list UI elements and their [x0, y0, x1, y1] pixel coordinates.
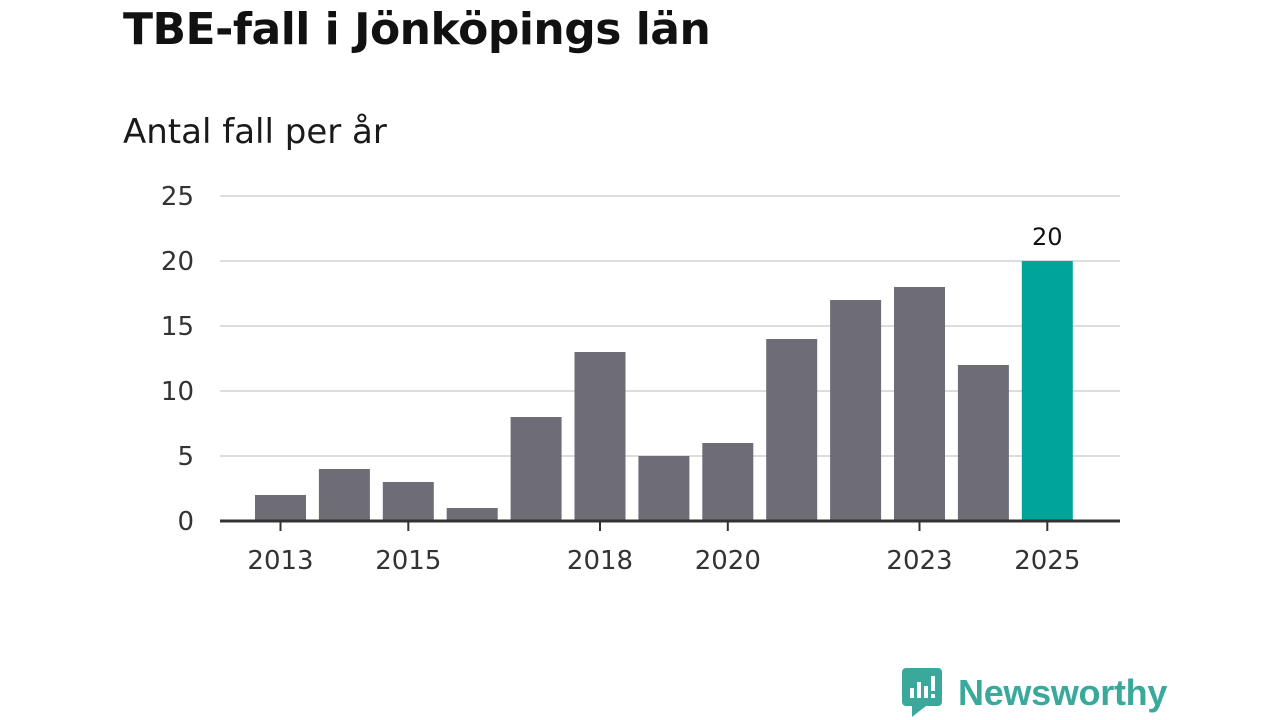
bar-2025 — [1021, 261, 1073, 521]
x-tick-label-2025: 2025 — [1014, 546, 1080, 576]
bar-2014 — [318, 469, 370, 521]
data-labels: 20 — [1032, 223, 1063, 251]
y-tick-label-20: 20 — [161, 247, 194, 277]
bar-2023 — [894, 287, 945, 521]
bar-2022 — [830, 300, 882, 521]
bar-2021 — [766, 339, 818, 521]
y-tick-label-10: 10 — [161, 377, 194, 407]
bar-2018 — [574, 352, 626, 521]
y-tick-label-25: 25 — [161, 182, 194, 212]
y-axis-ticks: 0 5 10 15 20 25 — [161, 182, 194, 537]
bar-2024 — [957, 365, 1009, 521]
data-label-2025: 20 — [1032, 223, 1063, 251]
chart-title: TBE-fall i Jönköpings län — [123, 4, 711, 55]
bar-2015 — [382, 482, 434, 521]
x-tick-label-2020: 2020 — [695, 546, 761, 576]
brand-name: Newsworthy — [958, 672, 1168, 713]
newsworthy-logo-icon — [902, 668, 942, 717]
bar-2019 — [638, 456, 690, 521]
bar-2017 — [510, 417, 562, 521]
newsworthy-logo: Newsworthy — [902, 668, 1167, 718]
x-tick-label-2015: 2015 — [375, 546, 441, 576]
y-tick-label-5: 5 — [177, 442, 194, 472]
bars — [255, 261, 1073, 521]
bar-2020 — [702, 443, 754, 521]
chart-subtitle: Antal fall per år — [123, 112, 387, 152]
x-tick-label-2013: 2013 — [247, 546, 313, 576]
x-axis-ticks: 2013 2015 2018 2020 2023 2025 — [247, 521, 1080, 576]
bar-2016 — [446, 508, 498, 521]
x-tick-label-2023: 2023 — [886, 546, 952, 576]
x-tick-label-2018: 2018 — [567, 546, 633, 576]
y-tick-label-15: 15 — [161, 312, 194, 342]
y-tick-label-0: 0 — [177, 507, 194, 537]
bar-2013 — [255, 495, 306, 521]
